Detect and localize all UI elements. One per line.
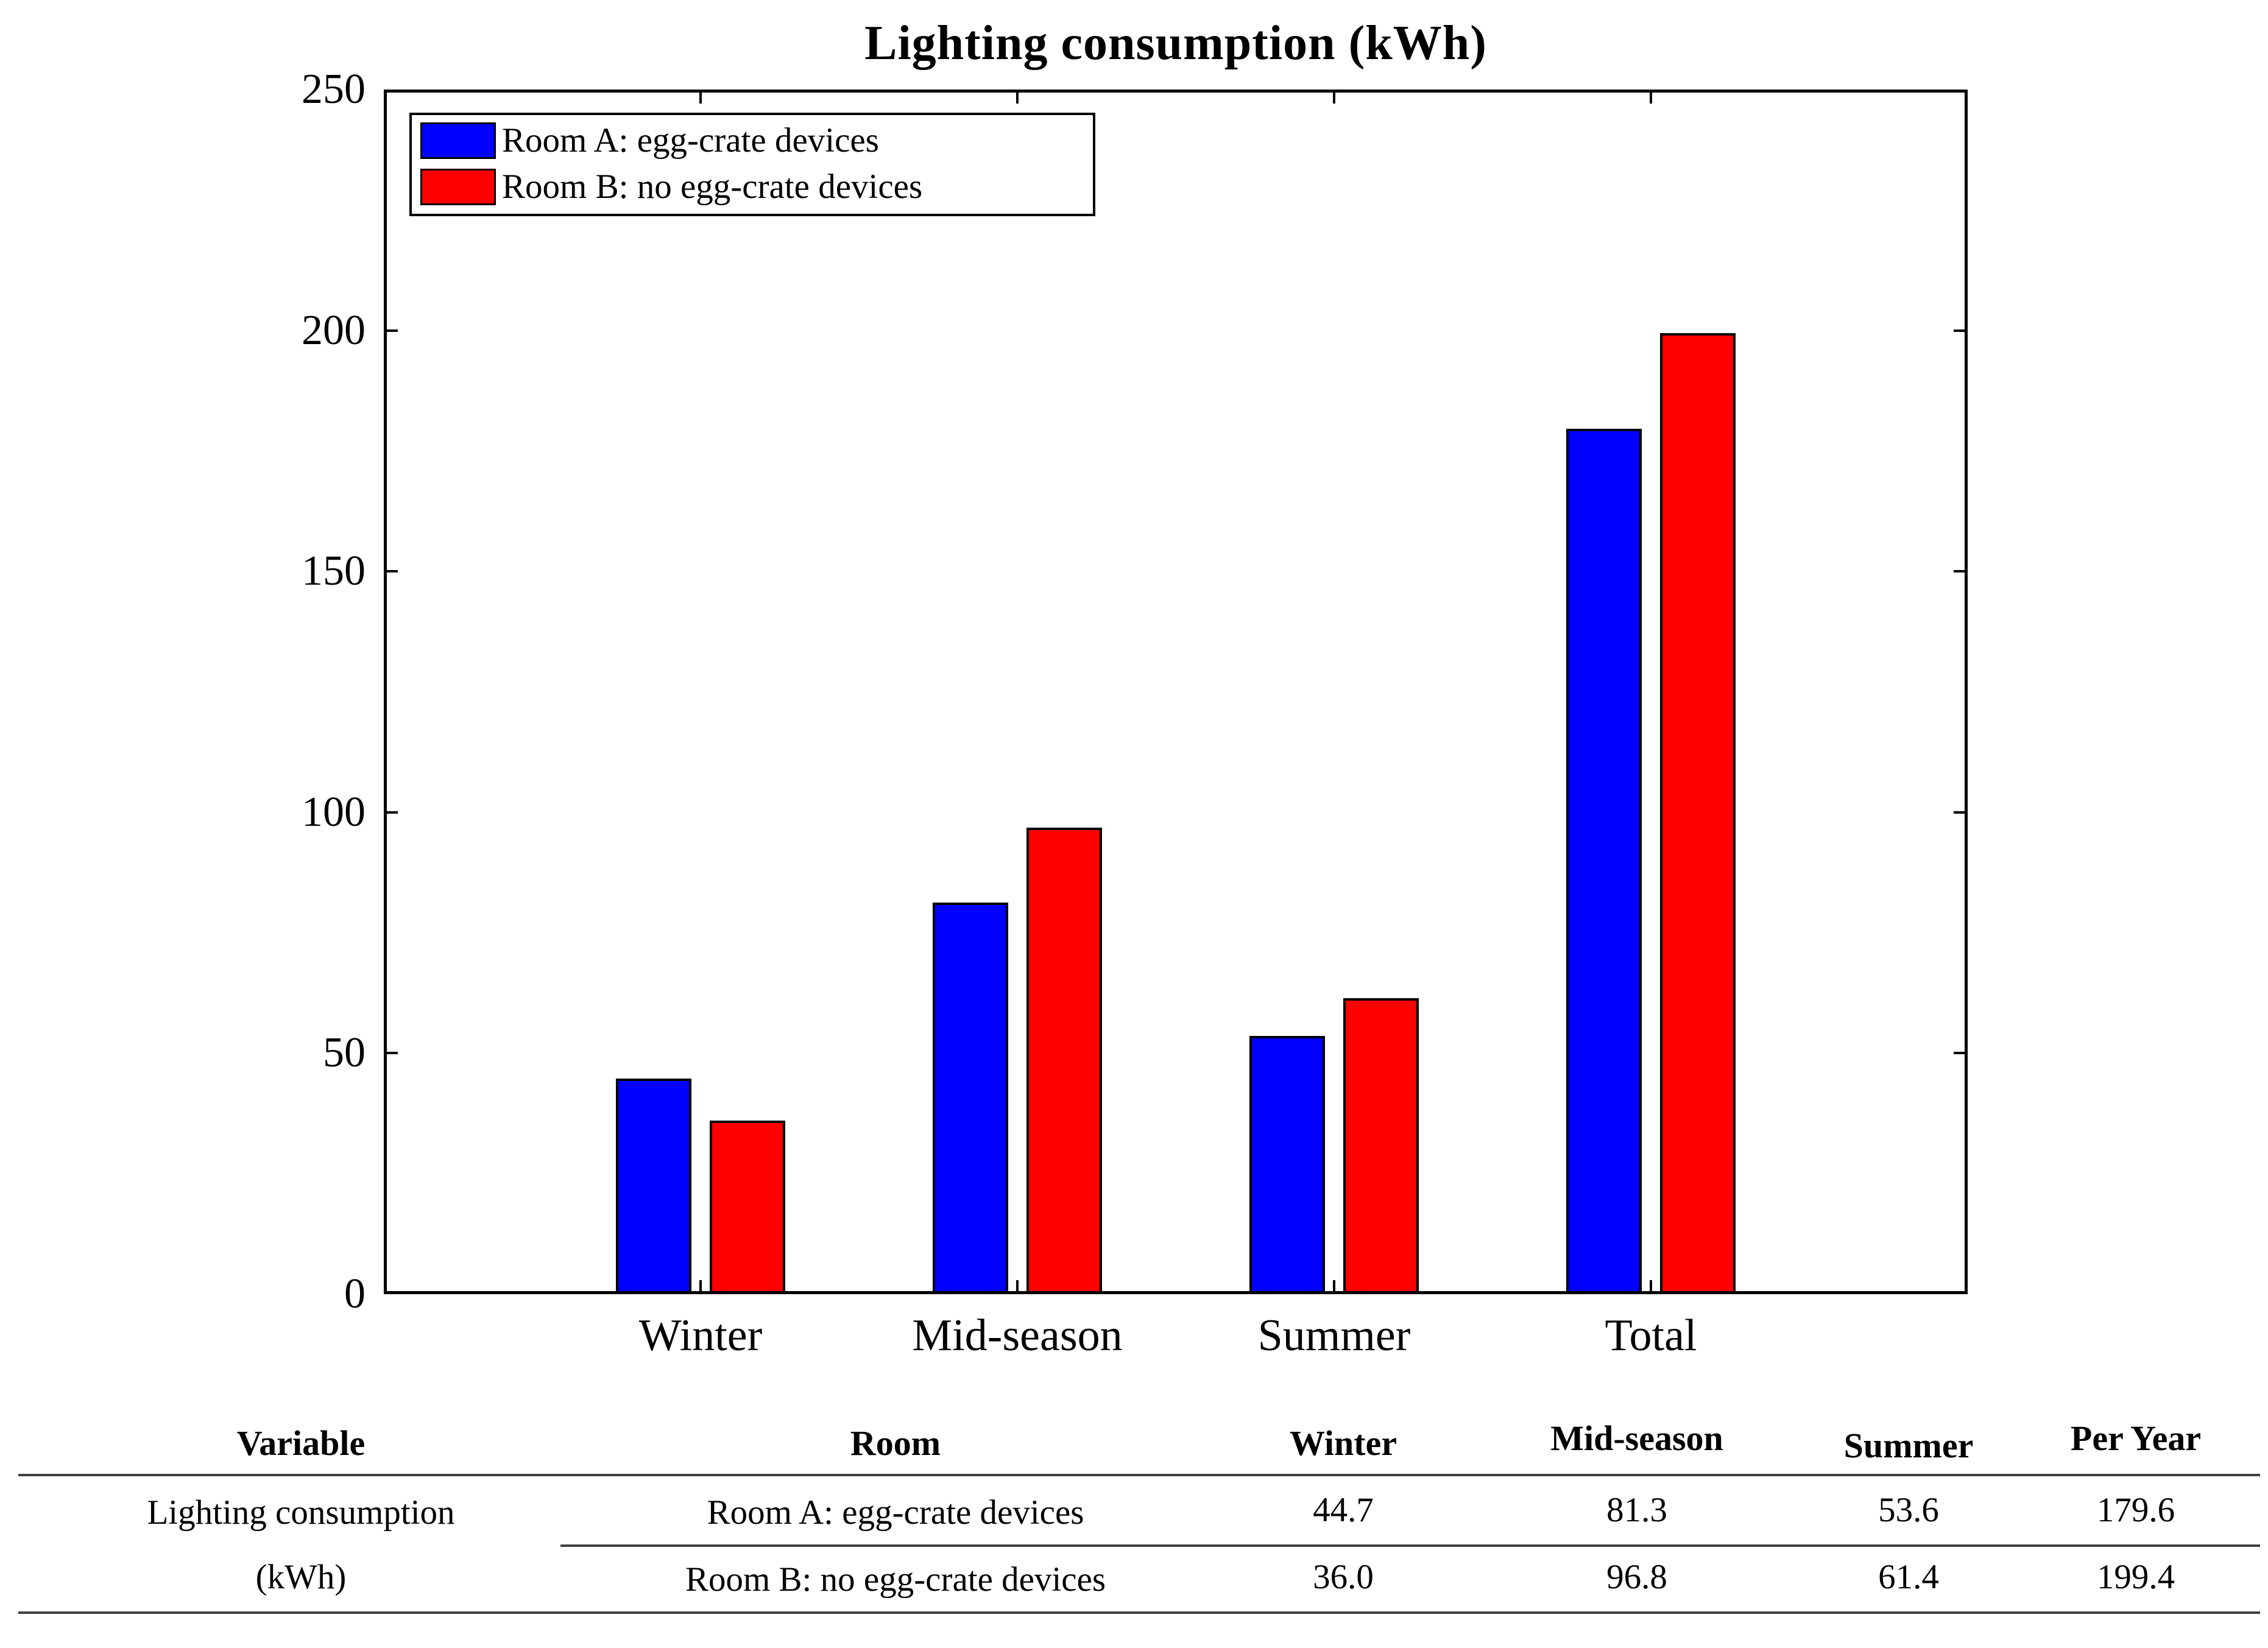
y-tick-mark-left (384, 329, 398, 332)
x-tick-label: Summer (1257, 1311, 1411, 1361)
y-tick-mark-left (384, 811, 398, 814)
x-tick-mark-top (1333, 90, 1335, 104)
legend-label-room-b: Room B: no egg-crate devices (502, 167, 923, 206)
y-tick-mark-left (384, 570, 398, 573)
legend-entry-room-a: Room A: egg-crate devices (420, 121, 1093, 160)
table-rule-header (18, 1474, 2260, 1476)
table-header-per-year: Per Year (2070, 1418, 2202, 1458)
table-row-b-summer: 61.4 (1878, 1558, 1939, 1596)
table-variable-line2: (kWh) (255, 1558, 347, 1596)
chart-title: Lighting consumption (kWh) (864, 16, 1487, 70)
table-header-summer: Summer (1843, 1426, 1974, 1465)
table-header-variable: Variable (236, 1423, 366, 1463)
x-tick-mark-bottom (699, 1280, 702, 1294)
bar-room-a-winter (616, 1079, 691, 1294)
bar-room-a-summer (1249, 1036, 1325, 1294)
legend-swatch-red (420, 169, 496, 205)
table-row-a-mid: 81.3 (1606, 1491, 1667, 1529)
y-tick-mark-left (384, 1052, 398, 1055)
legend-label-room-a: Room A: egg-crate devices (502, 121, 879, 160)
table-row-b-mid: 96.8 (1606, 1558, 1667, 1596)
table-rule-bottom (18, 1611, 2260, 1614)
table-row-b-winter: 36.0 (1313, 1558, 1374, 1596)
x-tick-mark-bottom (1650, 1280, 1652, 1294)
y-tick-mark-right (1954, 1052, 1968, 1055)
y-tick-label: 250 (302, 66, 366, 113)
y-tick-label: 200 (302, 306, 366, 354)
y-tick-mark-right (1954, 811, 1968, 814)
table-header-room: Room (850, 1423, 941, 1463)
x-tick-mark-top (1650, 90, 1652, 104)
x-tick-label: Mid-season (912, 1311, 1123, 1361)
legend-entry-room-b: Room B: no egg-crate devices (420, 167, 1093, 206)
table-header-mid-season: Mid-season (1550, 1418, 1723, 1458)
x-tick-mark-bottom (1333, 1280, 1335, 1294)
x-tick-mark-top (699, 90, 702, 104)
y-tick-mark-right (1954, 570, 1968, 573)
x-tick-mark-bottom (1016, 1280, 1019, 1294)
table-row-a-winter: 44.7 (1313, 1491, 1374, 1529)
table-header-winter: Winter (1289, 1423, 1397, 1463)
bar-room-a-mid-season (933, 903, 1008, 1294)
x-tick-label: Winter (638, 1311, 763, 1361)
table-rule-mid (560, 1544, 2260, 1547)
bar-room-b-summer (1343, 998, 1419, 1294)
y-tick-label: 50 (323, 1029, 366, 1077)
table-row-a-peryear: 179.6 (2096, 1491, 2175, 1529)
y-tick-mark-right (1954, 329, 1968, 332)
chart-legend: Room A: egg-crate devices Room B: no egg… (409, 113, 1095, 216)
table-row-b-room: Room B: no egg-crate devices (685, 1560, 1106, 1599)
table-row-a-room: Room A: egg-crate devices (707, 1493, 1084, 1532)
bar-room-b-total (1660, 333, 1736, 1294)
table-row-a-summer: 53.6 (1878, 1491, 1939, 1529)
table-variable-line1: Lighting consumption (147, 1493, 455, 1532)
legend-swatch-blue (420, 122, 496, 159)
x-tick-label: Total (1605, 1311, 1697, 1361)
bar-room-a-total (1566, 429, 1642, 1294)
bar-room-b-winter (710, 1121, 785, 1294)
bar-room-b-mid-season (1026, 828, 1102, 1294)
table-row-b-peryear: 199.4 (2096, 1558, 2175, 1596)
y-tick-label: 100 (302, 788, 366, 836)
y-tick-label: 150 (302, 548, 366, 595)
x-tick-mark-top (1016, 90, 1019, 104)
y-tick-label: 0 (344, 1270, 366, 1317)
